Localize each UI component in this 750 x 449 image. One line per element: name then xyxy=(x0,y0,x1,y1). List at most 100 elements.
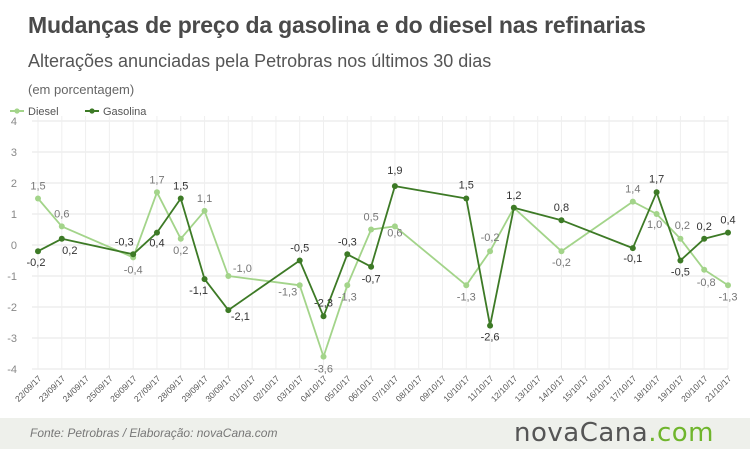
data-point-gasolina xyxy=(201,276,208,283)
data-label: -1,0 xyxy=(233,263,252,275)
data-point-diesel xyxy=(487,248,494,255)
line-chart: 43210-1-2-3-422/09/1723/09/1724/09/1725/… xyxy=(7,106,738,404)
data-point-gasolina xyxy=(510,204,517,211)
data-point-gasolina xyxy=(677,257,684,264)
data-label: -0,3 xyxy=(115,236,134,248)
y-tick-label: 0 xyxy=(11,240,17,252)
data-point-gasolina xyxy=(391,183,398,190)
data-label: 1,4 xyxy=(625,184,640,196)
data-label: 0,4 xyxy=(149,238,164,250)
novacana-logo: novaCana.com xyxy=(514,418,714,448)
footer-bar: Fonte: Petrobras / Elaboração: novaCana.… xyxy=(0,418,750,449)
data-point-gasolina xyxy=(35,248,41,255)
data-point-gasolina xyxy=(296,257,303,264)
data-point-gasolina xyxy=(320,313,327,320)
data-point-diesel xyxy=(629,198,636,205)
data-label: -0,7 xyxy=(362,274,381,286)
unit-label: (em porcentagem) xyxy=(28,82,135,97)
data-point-gasolina xyxy=(463,195,470,202)
data-label: 1,5 xyxy=(173,181,188,193)
y-tick-label: -1 xyxy=(7,271,17,283)
data-label: 1,2 xyxy=(506,190,521,202)
data-label: -0,1 xyxy=(623,253,642,265)
data-label: -0,2 xyxy=(481,232,500,244)
data-label: 0,6 xyxy=(387,227,402,239)
data-point-gasolina xyxy=(58,235,65,242)
data-label: 0,8 xyxy=(554,202,569,214)
data-point-gasolina xyxy=(653,189,660,196)
data-label: 1,5 xyxy=(459,180,474,192)
data-label: 1,0 xyxy=(647,219,662,231)
y-tick-label: 1 xyxy=(11,209,17,221)
data-label: 1,7 xyxy=(149,174,164,186)
data-label: -0,5 xyxy=(671,267,690,279)
data-label: -1,3 xyxy=(719,291,738,303)
data-point-gasolina xyxy=(225,307,232,314)
data-label: 0,2 xyxy=(675,220,690,232)
data-label: -2,6 xyxy=(481,332,500,344)
data-point-gasolina xyxy=(153,229,160,236)
data-label: -0,2 xyxy=(27,257,46,269)
data-label: 1,1 xyxy=(197,193,212,205)
y-tick-label: 3 xyxy=(11,147,17,159)
data-label: -0,2 xyxy=(552,257,571,269)
data-label: 1,9 xyxy=(387,165,402,177)
data-point-gasolina xyxy=(701,235,708,242)
data-point-diesel xyxy=(558,248,565,255)
y-tick-label: 2 xyxy=(11,178,17,190)
data-point-diesel xyxy=(225,273,232,279)
data-point-diesel xyxy=(677,235,684,242)
data-label: 0,2 xyxy=(62,245,77,257)
y-tick-label: -3 xyxy=(7,333,17,345)
data-point-gasolina xyxy=(487,322,494,329)
data-point-diesel xyxy=(35,195,41,202)
data-point-gasolina xyxy=(725,229,731,236)
data-label: -0,8 xyxy=(697,277,716,289)
data-point-diesel xyxy=(201,207,208,214)
data-label: -2,3 xyxy=(314,297,333,309)
chart-title: Mudanças de preço da gasolina e do diese… xyxy=(28,12,646,38)
x-tick-label: 21/10/17 xyxy=(703,373,734,404)
data-label: 0,2 xyxy=(173,245,188,257)
legend-marker xyxy=(89,108,95,114)
data-point-gasolina xyxy=(177,195,184,202)
data-point-diesel xyxy=(153,189,160,196)
data-point-diesel xyxy=(653,211,660,217)
data-label: -0,5 xyxy=(290,243,309,255)
data-point-diesel xyxy=(58,223,65,230)
legend-marker xyxy=(14,108,20,114)
data-point-diesel xyxy=(344,282,351,289)
data-label: 1,5 xyxy=(30,181,45,193)
logo-suffix: .com xyxy=(648,418,714,448)
data-label: -1,3 xyxy=(338,291,357,303)
data-label: -1,3 xyxy=(457,291,476,303)
data-point-diesel xyxy=(701,266,708,273)
y-tick-label: -2 xyxy=(7,302,17,314)
legend-label: Diesel xyxy=(28,106,59,118)
data-label: -0,3 xyxy=(338,236,357,248)
data-point-gasolina xyxy=(629,245,636,252)
data-label: -3,6 xyxy=(314,364,333,376)
data-point-gasolina xyxy=(368,263,375,270)
data-label: -0,4 xyxy=(124,264,143,276)
y-tick-label: 4 xyxy=(11,116,17,128)
data-label: -1,3 xyxy=(278,286,297,298)
data-point-diesel xyxy=(391,223,398,230)
y-tick-label: -4 xyxy=(7,364,17,376)
data-label: -2,1 xyxy=(231,311,250,323)
data-label: 0,6 xyxy=(54,208,69,220)
data-point-gasolina xyxy=(130,251,137,258)
source-note: Fonte: Petrobras / Elaboração: novaCana.… xyxy=(30,426,278,440)
data-label: -1,1 xyxy=(189,285,208,297)
data-label: 1,7 xyxy=(649,173,664,185)
chart-subtitle: Alterações anunciadas pela Petrobras nos… xyxy=(28,51,492,71)
data-label: 0,4 xyxy=(720,215,735,227)
data-point-diesel xyxy=(725,282,731,289)
data-label: 0,2 xyxy=(697,221,712,233)
data-point-diesel xyxy=(463,282,470,289)
data-point-diesel xyxy=(320,353,327,360)
legend-label: Gasolina xyxy=(103,106,147,118)
data-point-gasolina xyxy=(344,251,351,258)
logo-main: novaCana xyxy=(514,418,649,448)
data-label: 0,5 xyxy=(363,212,378,224)
